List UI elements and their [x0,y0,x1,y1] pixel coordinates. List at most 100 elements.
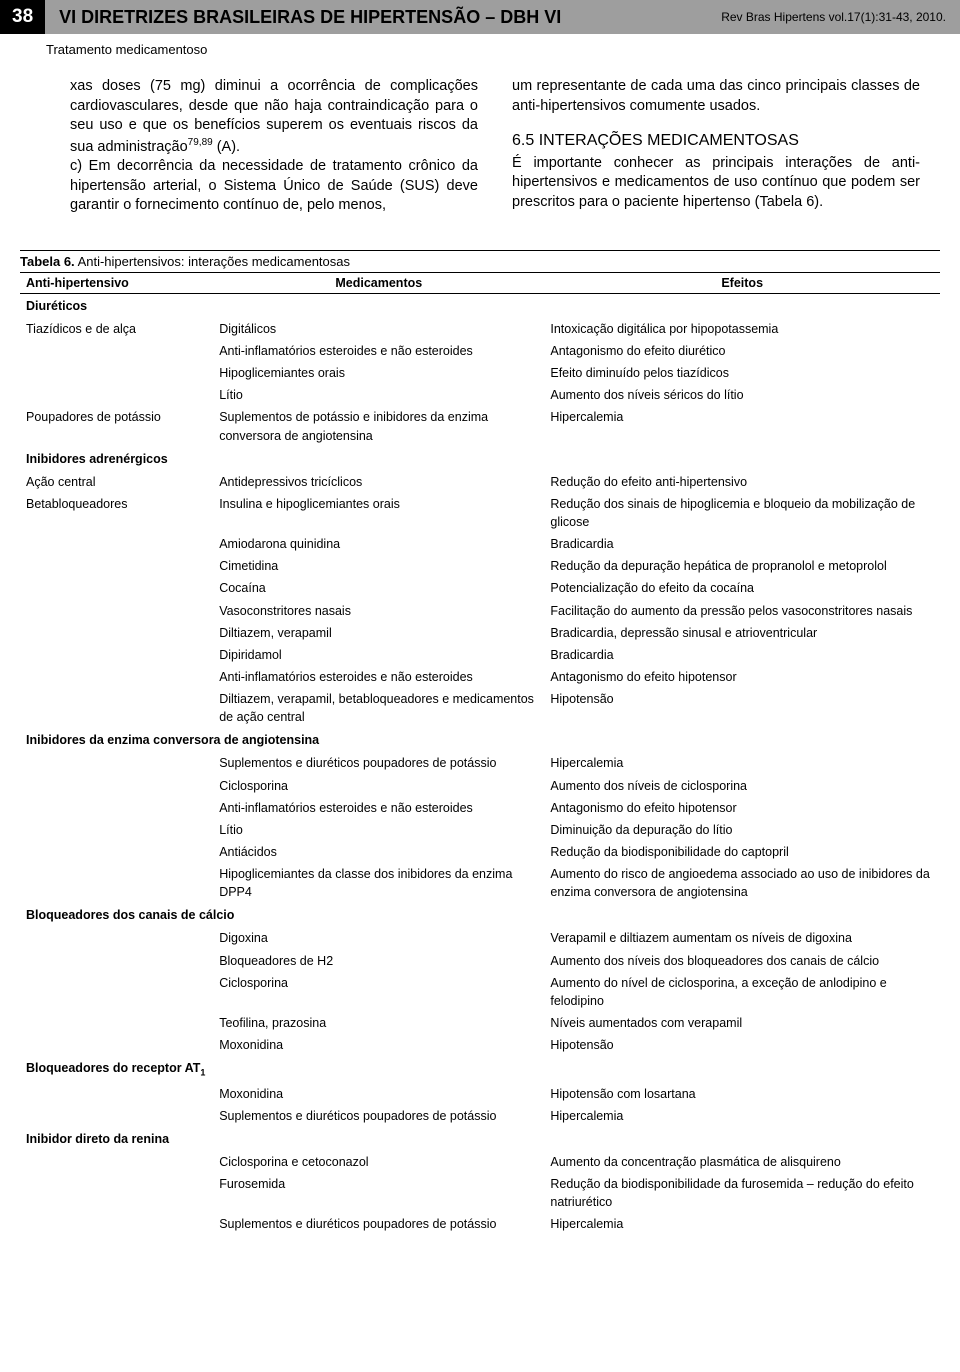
table-cell [20,600,213,622]
table-cell: Hipercalemia [544,406,940,446]
table-cell [20,1012,213,1034]
table-cell: Redução do efeito anti-hipertensivo [544,470,940,493]
table-cell: Cocaína [213,577,544,599]
table-row: Hipoglicemiantes oraisEfeito diminuído p… [20,362,940,384]
table-cell: Aumento do risco de angioedema associado… [544,863,940,903]
table-cell: Hipotensão [544,688,940,728]
table-cell: Efeito diminuído pelos tiazídicos [544,362,940,384]
table-cell [20,797,213,819]
table-cell [20,863,213,903]
citation-sup: 79,89 [188,137,213,148]
table-cell: Redução dos sinais de hipoglicemia e blo… [544,493,940,533]
interactions-table: Anti-hipertensivo Medicamentos Efeitos D… [20,272,940,1236]
table-cell: Redução da biodisponibilidade do captopr… [544,841,940,863]
table-category: Inibidores da enzima conversora de angio… [20,728,940,751]
table-cell [20,926,213,949]
table-row: Bloqueadores de H2Aumento dos níveis dos… [20,950,940,972]
table-row: Anti-inflamatórios esteroides e não este… [20,797,940,819]
table-cell: Aumento da concentração plasmática de al… [544,1150,940,1173]
table-cell: Digitálicos [213,317,544,340]
table-cell: Ciclosporina [213,775,544,797]
table-cell: Bradicardia [544,644,940,666]
table-header: Medicamentos [213,272,544,293]
table-row: MoxonidinaHipotensão com losartana [20,1082,940,1105]
table-cell: Redução da depuração hepática de propran… [544,555,940,577]
table-row: Amiodarona quinidinaBradicardia [20,533,940,555]
table-cell: Anti-inflamatórios esteroides e não este… [213,340,544,362]
table-cell [20,1213,213,1235]
table-row: Hipoglicemiantes da classe dos inibidore… [20,863,940,903]
right-column: um representante de cada uma das cinco p… [512,77,920,216]
table-cell: Potencialização do efeito da cocaína [544,577,940,599]
body-columns: xas doses (75 mg) diminui a ocorrência d… [0,77,960,216]
table-cell: Níveis aumentados com verapamil [544,1012,940,1034]
table-cell: Aumento dos níveis séricos do lítio [544,384,940,406]
table-row: Ciclosporina e cetoconazolAumento da con… [20,1150,940,1173]
table-row: Poupadores de potássioSuplementos de pot… [20,406,940,446]
table-row: Diltiazem, verapamilBradicardia, depress… [20,622,940,644]
table-cell: Teofilina, prazosina [213,1012,544,1034]
table-row: Ação centralAntidepressivos tricíclicosR… [20,470,940,493]
table-category: Inibidores adrenérgicos [20,447,940,470]
table-cell [20,775,213,797]
table-row: FurosemidaRedução da biodisponibilidade … [20,1173,940,1213]
table-cell: Suplementos e diuréticos poupadores de p… [213,751,544,774]
table-cell: Suplementos e diuréticos poupadores de p… [213,1213,544,1235]
table-row: Teofilina, prazosinaNíveis aumentados co… [20,1012,940,1034]
table-cell [20,819,213,841]
table-row: Suplementos e diuréticos poupadores de p… [20,1213,940,1235]
table-cell: Furosemida [213,1173,544,1213]
body-paragraph: um representante de cada uma das cinco p… [512,77,920,116]
table-container: Tabela 6. Anti-hipertensivos: interações… [0,250,960,1256]
table-cell: Moxonidina [213,1082,544,1105]
table-cell: Diltiazem, verapamil [213,622,544,644]
table-cell: Ação central [20,470,213,493]
page-number: 38 [0,0,45,34]
table-row: MoxonidinaHipotensão [20,1034,940,1056]
table-cell [20,577,213,599]
journal-ref: Rev Bras Hipertens vol.17(1):31-43, 2010… [721,10,946,24]
table-row: LítioDiminuição da depuração do lítio [20,819,940,841]
table-cell [20,1105,213,1127]
table-cell: Amiodarona quinidina [213,533,544,555]
table-row: Suplementos e diuréticos poupadores de p… [20,751,940,774]
table-category: Diuréticos [20,293,940,317]
table-cell: Cimetidina [213,555,544,577]
body-paragraph: É importante conhecer as principais inte… [512,154,920,213]
table-cell: Aumento do nível de ciclosporina, a exce… [544,972,940,1012]
table-cell: Digoxina [213,926,544,949]
table-row: CocaínaPotencialização do efeito da coca… [20,577,940,599]
table-row: BetabloqueadoresInsulina e hipoglicemian… [20,493,940,533]
table-cell [20,1150,213,1173]
table-cell [20,1082,213,1105]
table-row: DipiridamolBradicardia [20,644,940,666]
table-cell: Tiazídicos e de alça [20,317,213,340]
table-cell: Antiácidos [213,841,544,863]
table-cell [20,362,213,384]
table-cell: Aumento dos níveis dos bloqueadores dos … [544,950,940,972]
table-cell [20,340,213,362]
title-bar: VI DIRETRIZES BRASILEIRAS DE HIPERTENSÃO… [45,0,960,34]
table-cell [20,384,213,406]
table-cell [20,622,213,644]
table-row: Diltiazem, verapamil, betabloqueadores e… [20,688,940,728]
section-heading: 6.5 INTERAÇÕES MEDICAMENTOSAS [512,130,920,152]
table-cell [20,972,213,1012]
table-row: AntiácidosRedução da biodisponibilidade … [20,841,940,863]
table-cell: Dipiridamol [213,644,544,666]
table-header: Anti-hipertensivo [20,272,213,293]
table-cell: Poupadores de potássio [20,406,213,446]
table-cell: Bradicardia, depressão sinusal e atriove… [544,622,940,644]
table-cell: Ciclosporina [213,972,544,1012]
table-cell: Suplementos e diuréticos poupadores de p… [213,1105,544,1127]
table-cell: Hipercalemia [544,1105,940,1127]
table-cell: Verapamil e diltiazem aumentam os níveis… [544,926,940,949]
table-row: Suplementos e diuréticos poupadores de p… [20,1105,940,1127]
table-cell: Betabloqueadores [20,493,213,533]
table-cell [20,950,213,972]
table-cell [20,688,213,728]
table-cell [20,1034,213,1056]
table-cell: Hipercalemia [544,751,940,774]
table-row: Anti-inflamatórios esteroides e não este… [20,666,940,688]
table-row: Anti-inflamatórios esteroides e não este… [20,340,940,362]
